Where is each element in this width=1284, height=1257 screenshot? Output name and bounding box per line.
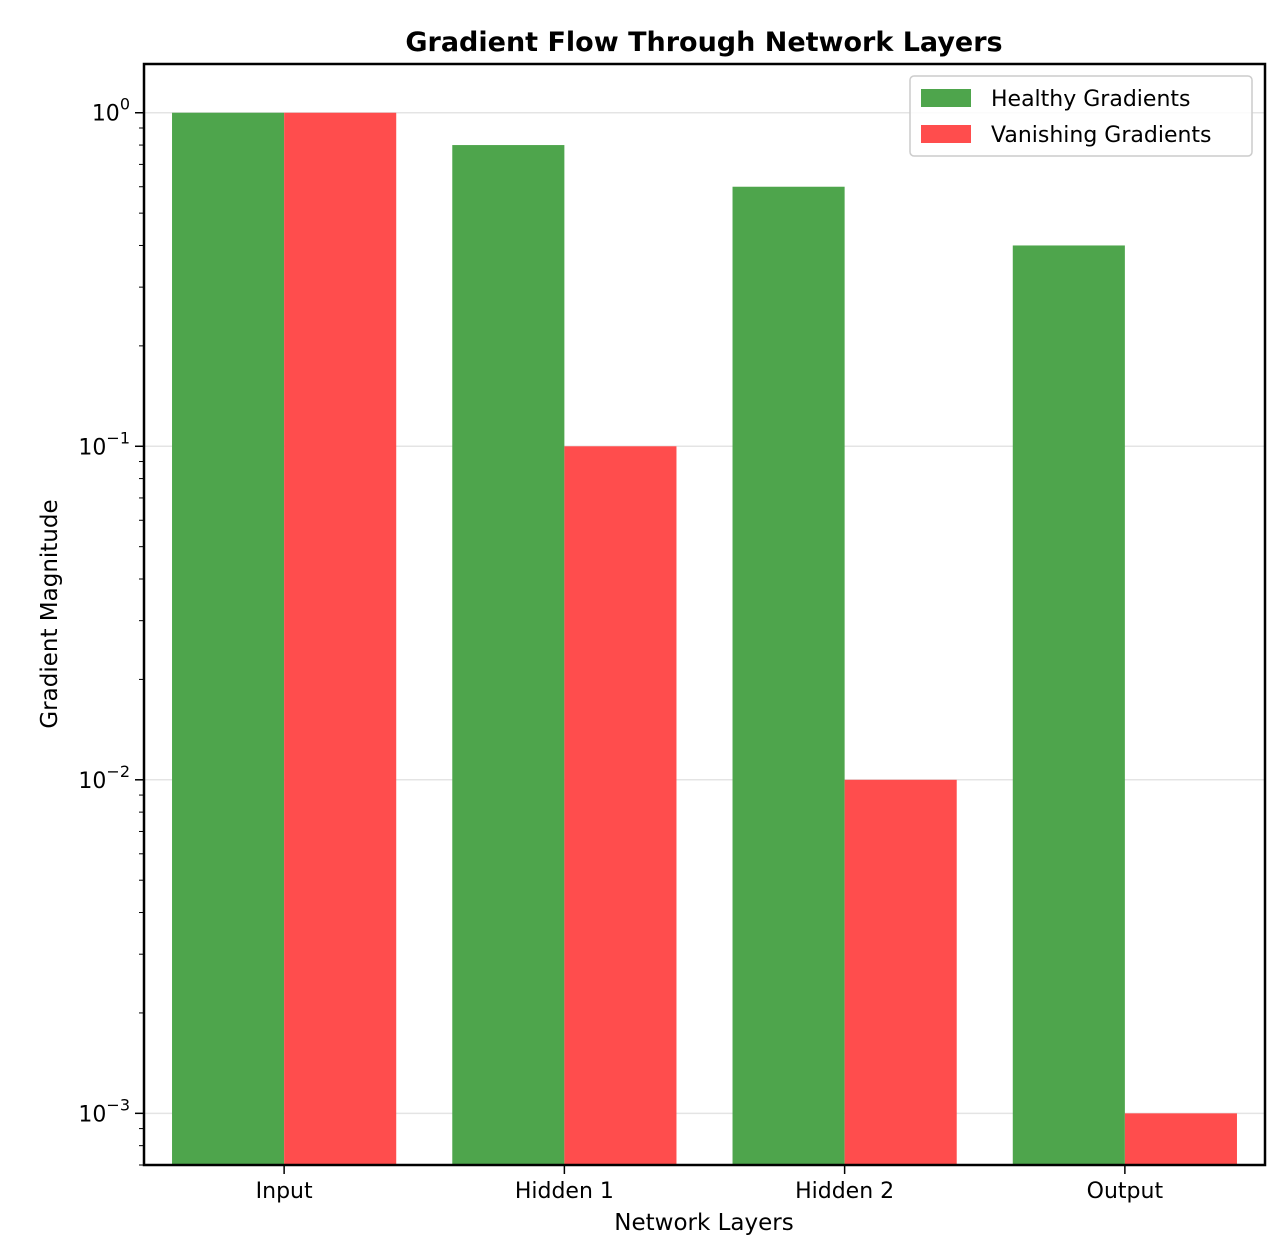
y-tick-label: 10−1 — [78, 428, 130, 460]
bar-vanishing — [844, 779, 957, 1165]
bar-vanishing — [284, 112, 397, 1166]
bars-layer — [172, 112, 1237, 1166]
legend: Healthy Gradients Vanishing Gradients — [909, 75, 1253, 157]
x-tick-label: Hidden 2 — [795, 1179, 894, 1204]
y-tick-label: 10−2 — [78, 762, 130, 794]
legend-label: Healthy Gradients — [991, 87, 1190, 112]
chart-title: Gradient Flow Through Network Layers — [405, 27, 1002, 58]
bar-healthy — [172, 112, 285, 1166]
legend-label: Vanishing Gradients — [991, 123, 1212, 148]
y-tick-label: 10−3 — [78, 1095, 130, 1127]
x-tick-label: Output — [1087, 1179, 1164, 1204]
y-tick-label: 100 — [92, 95, 130, 127]
bar-healthy — [1012, 245, 1125, 1166]
legend-swatch — [921, 125, 971, 143]
y-axis: 10−3 10−2 10−1 100 — [78, 95, 144, 1166]
x-axis-label: Network Layers — [614, 1210, 793, 1236]
bar-healthy — [452, 145, 565, 1165]
x-tick-label: Hidden 1 — [515, 1179, 614, 1204]
y-axis-label: Gradient Magnitude — [37, 499, 63, 728]
plot-frame — [142, 62, 1267, 1167]
bar-vanishing — [1124, 1113, 1237, 1165]
x-axis: Input Hidden 1 Hidden 2 Output — [256, 1165, 1164, 1204]
x-tick-label: Input — [256, 1179, 313, 1204]
bar-healthy — [732, 186, 845, 1166]
legend-swatch — [921, 89, 971, 107]
bar-vanishing — [564, 446, 677, 1165]
legend-box — [909, 75, 1253, 157]
